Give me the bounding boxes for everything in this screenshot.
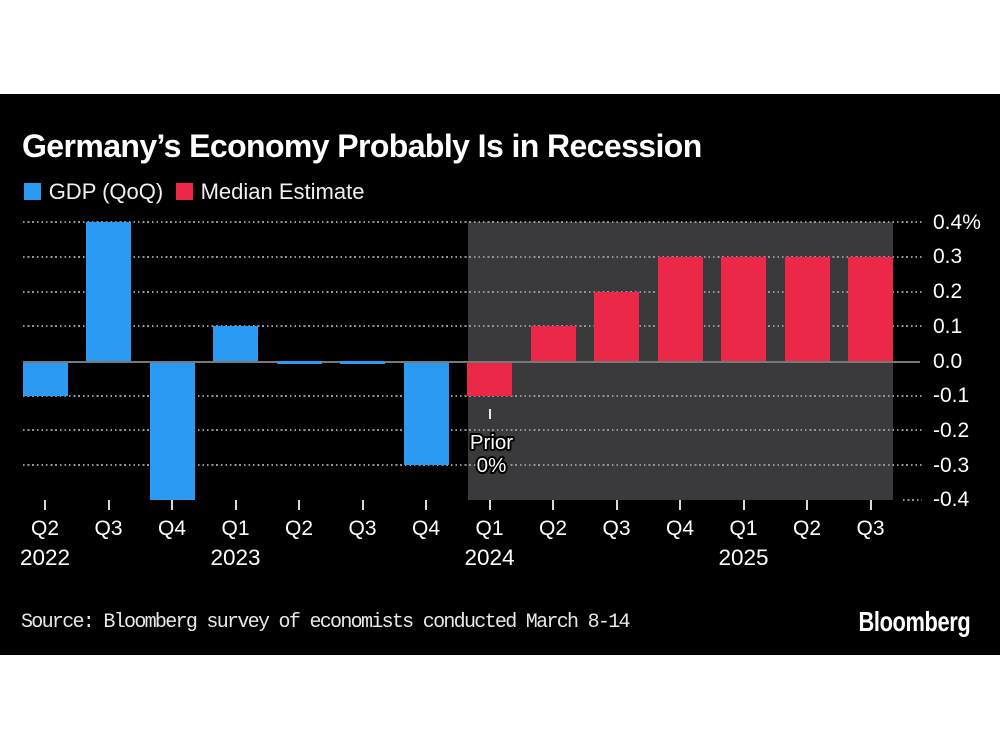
svg-text:0%: 0%: [477, 454, 507, 477]
svg-text:Prior: Prior: [470, 431, 513, 454]
